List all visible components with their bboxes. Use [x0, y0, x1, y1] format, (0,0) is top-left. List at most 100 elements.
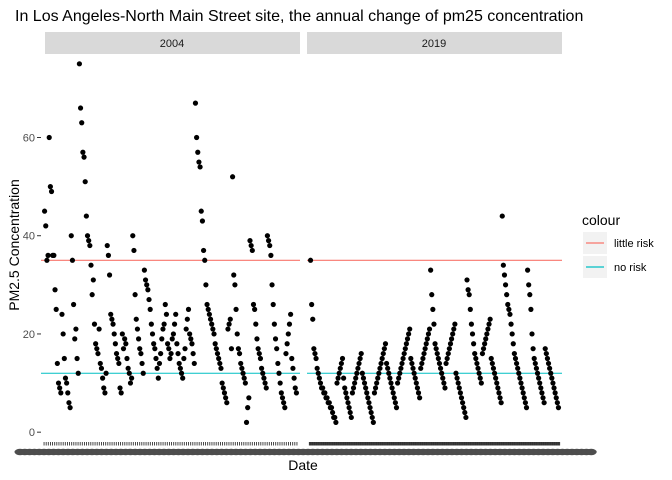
data-point	[487, 316, 493, 322]
x-tick-label-overplot	[585, 448, 597, 456]
data-point	[545, 360, 552, 367]
data-point	[431, 321, 437, 327]
data-point	[532, 360, 538, 367]
data-point	[264, 233, 271, 239]
data-point	[52, 287, 58, 293]
data-point	[335, 375, 341, 381]
data-point	[386, 370, 392, 376]
data-point	[51, 252, 57, 258]
data-point	[349, 390, 356, 396]
data-point	[521, 395, 527, 401]
data-point	[526, 282, 532, 288]
data-points-2019	[307, 213, 562, 425]
data-point	[380, 350, 386, 357]
data-point	[334, 380, 340, 386]
y-tick-label: 0	[29, 427, 35, 439]
data-point	[343, 390, 349, 396]
data-point	[175, 350, 181, 357]
data-point	[516, 370, 522, 376]
data-point	[520, 390, 526, 396]
data-point	[165, 341, 171, 347]
data-point	[346, 405, 352, 411]
data-point	[407, 326, 413, 332]
data-point	[127, 380, 134, 386]
data-point	[365, 395, 371, 401]
data-point	[86, 238, 92, 244]
reference-lines-2019	[307, 259, 562, 374]
data-point	[242, 380, 248, 386]
data-point	[515, 365, 521, 371]
data-point	[551, 385, 557, 391]
data-point	[522, 400, 529, 406]
data-point	[205, 306, 211, 312]
data-point	[424, 336, 430, 342]
data-point	[348, 414, 354, 421]
data-point	[281, 400, 287, 406]
data-point	[537, 380, 543, 386]
data-point	[213, 346, 219, 352]
data-point	[104, 242, 110, 249]
data-point	[236, 350, 243, 357]
data-point	[69, 257, 76, 263]
data-point	[256, 350, 262, 357]
facet-strip-2004	[45, 32, 300, 54]
data-point	[426, 326, 433, 332]
data-point	[253, 321, 259, 327]
data-point	[159, 336, 165, 342]
data-point	[163, 311, 170, 317]
data-point	[370, 419, 376, 425]
data-point	[250, 301, 257, 308]
data-point	[342, 385, 348, 391]
data-point	[54, 360, 60, 367]
data-point	[550, 380, 556, 386]
data-point	[290, 365, 296, 371]
data-point	[442, 385, 448, 391]
data-point	[72, 336, 78, 342]
data-point	[43, 223, 49, 229]
data-point	[541, 400, 547, 406]
data-point	[345, 400, 351, 406]
data-point	[361, 380, 368, 386]
data-point	[482, 341, 488, 347]
data-point	[458, 395, 465, 401]
data-point	[130, 233, 136, 239]
data-point	[275, 360, 281, 367]
data-point	[168, 350, 174, 357]
data-point	[223, 395, 229, 401]
data-point	[528, 306, 534, 312]
data-point	[218, 365, 224, 371]
data-point	[283, 350, 289, 357]
data-point	[460, 400, 466, 406]
data-point	[548, 370, 554, 376]
data-point	[383, 360, 390, 367]
data-point	[456, 385, 462, 391]
data-point	[82, 179, 88, 185]
data-point	[499, 213, 505, 219]
data-point	[249, 247, 255, 254]
data-point	[90, 277, 96, 283]
data-point	[317, 380, 324, 386]
data-point	[116, 360, 122, 367]
data-point	[162, 301, 168, 308]
data-point	[320, 385, 326, 391]
data-point	[471, 341, 477, 347]
data-point	[181, 355, 187, 362]
facet-strip-label-2004: 2004	[160, 38, 184, 50]
data-point	[161, 321, 167, 327]
data-point	[203, 282, 209, 288]
data-point	[173, 311, 179, 317]
data-point	[105, 252, 112, 258]
data-point	[437, 365, 444, 371]
data-points-2004	[41, 61, 300, 425]
data-point	[158, 350, 164, 357]
data-point	[122, 336, 128, 342]
data-point	[467, 306, 473, 312]
data-point	[355, 365, 361, 371]
data-point	[552, 390, 558, 396]
data-point	[398, 365, 404, 371]
data-point	[83, 213, 89, 219]
data-point	[436, 360, 443, 367]
data-point	[113, 350, 120, 357]
data-point	[376, 370, 382, 376]
data-point	[519, 385, 525, 391]
